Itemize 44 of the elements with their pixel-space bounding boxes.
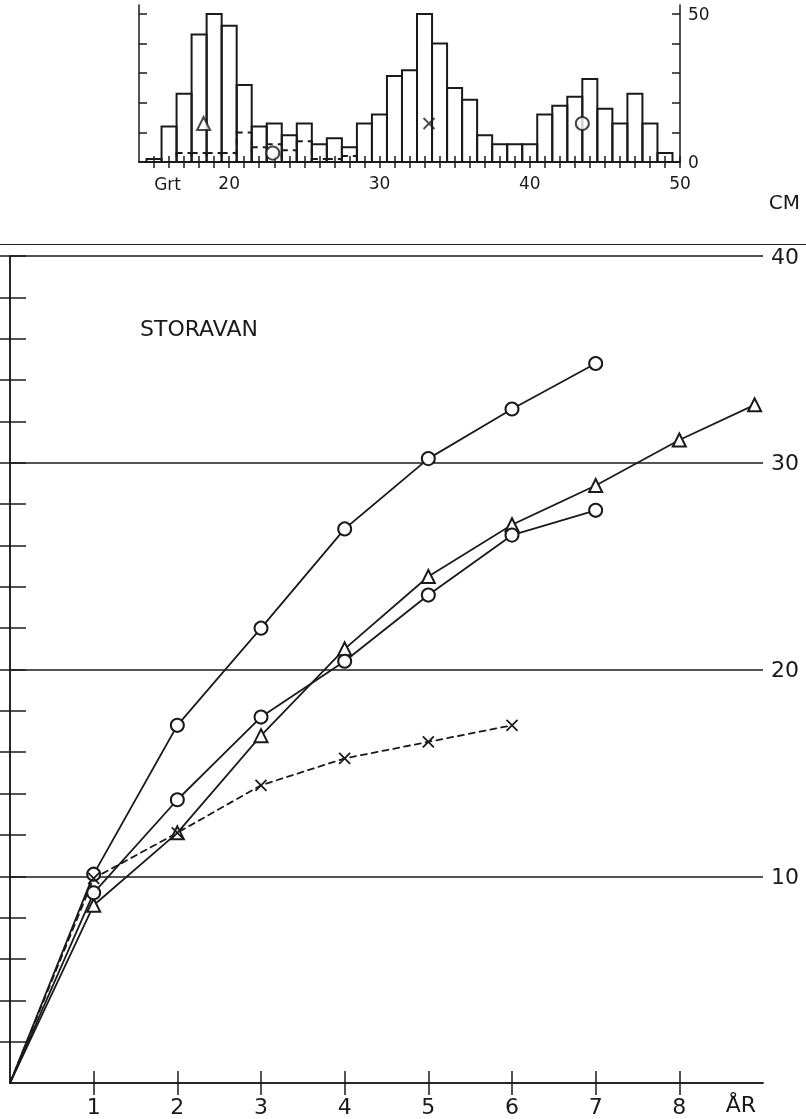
point	[588, 356, 604, 372]
point	[86, 885, 102, 901]
point	[421, 735, 435, 749]
point	[588, 477, 604, 493]
x-tick-label: 8	[672, 1093, 687, 1119]
x-tick-label: 40	[518, 172, 541, 193]
x-tick-label: 1	[86, 1093, 101, 1119]
y-tick-label: 40	[771, 243, 799, 269]
point	[747, 397, 763, 413]
y-tick-label: 10	[771, 863, 799, 889]
y-tick-label: 0	[688, 152, 699, 172]
x-tick-label: 3	[254, 1093, 268, 1119]
point	[254, 778, 268, 792]
text: CM	[768, 190, 800, 214]
x-tick-label: 4	[337, 1093, 352, 1119]
point	[337, 521, 353, 537]
x-axis-title: Grt	[154, 173, 182, 194]
point	[420, 451, 436, 467]
point	[504, 527, 520, 543]
x-tick-label: 7	[588, 1093, 603, 1119]
x-tick-label: 5	[421, 1093, 436, 1119]
x-tick-label: 30	[368, 172, 391, 193]
x-tick-label: 2	[170, 1093, 185, 1119]
y-tick-label: 30	[771, 450, 799, 476]
point	[169, 792, 185, 808]
point	[253, 620, 269, 636]
point	[671, 432, 687, 448]
x-tick-label: 50	[669, 172, 691, 193]
point	[87, 871, 101, 885]
point	[253, 728, 269, 744]
point	[253, 709, 269, 725]
point	[420, 568, 436, 584]
point	[338, 752, 352, 765]
y-tick-label: 20	[771, 657, 799, 682]
annotation: STORAVAN	[140, 315, 258, 341]
point	[169, 717, 185, 733]
point	[505, 718, 519, 732]
x-axis-title: ÅR	[725, 1090, 757, 1117]
point	[420, 587, 436, 603]
point	[504, 401, 520, 417]
point	[337, 653, 353, 669]
x-tick-label: 20	[218, 172, 240, 193]
x-tick-label: 6	[505, 1093, 519, 1119]
point	[588, 502, 604, 518]
